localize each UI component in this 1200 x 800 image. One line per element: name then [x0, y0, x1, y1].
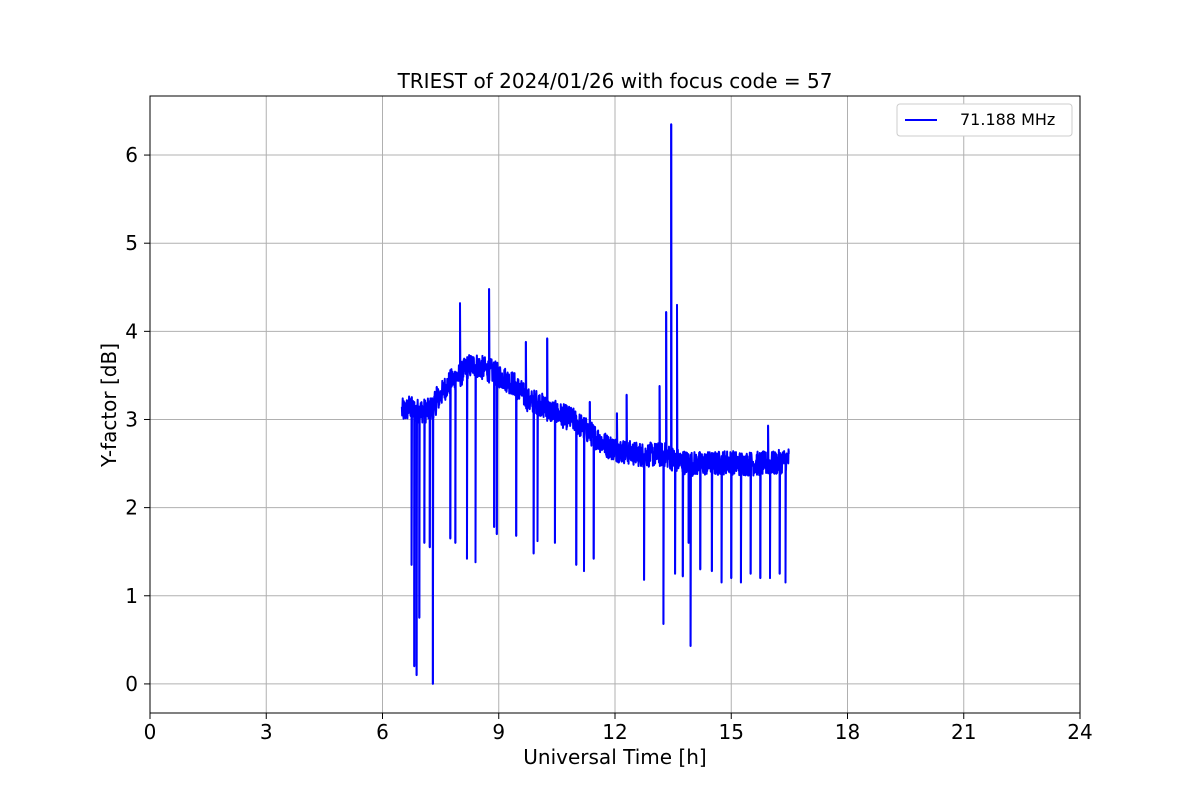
plot-area [400, 123, 791, 685]
series-line-0 [400, 123, 791, 685]
x-tick-label: 18 [835, 720, 860, 744]
x-tick-label: 12 [602, 720, 627, 744]
y-tick-label: 2 [125, 496, 138, 520]
y-tick-label: 6 [125, 143, 138, 167]
y-tick-label: 5 [125, 231, 138, 255]
y-axis-label: Y-factor [dB] [97, 343, 121, 468]
y-tick-label: 3 [125, 407, 138, 431]
legend-frame [896, 103, 1073, 137]
x-tick-label: 6 [376, 720, 389, 744]
x-tick-label: 24 [1067, 720, 1092, 744]
legend: 71.188 MHz [896, 103, 1073, 137]
x-axis-label: Universal Time [h] [523, 745, 706, 769]
x-axis: 0 3 6 9 12 15 18 21 24 [144, 713, 1093, 744]
x-tick-label: 0 [144, 720, 157, 744]
x-tick-label: 3 [260, 720, 273, 744]
x-tick-label: 21 [951, 720, 976, 744]
x-tick-label: 15 [719, 720, 744, 744]
y-tick-label: 0 [125, 672, 138, 696]
y-tick-label: 1 [125, 584, 138, 608]
legend-entry: 71.188 MHz [960, 110, 1055, 129]
chart-title: TRIEST of 2024/01/26 with focus code = 5… [397, 69, 833, 93]
series-layer [400, 123, 791, 685]
x-tick-label: 9 [492, 720, 505, 744]
y-tick-label: 4 [125, 319, 138, 343]
y-axis: 0 1 2 3 4 5 6 [125, 143, 150, 696]
